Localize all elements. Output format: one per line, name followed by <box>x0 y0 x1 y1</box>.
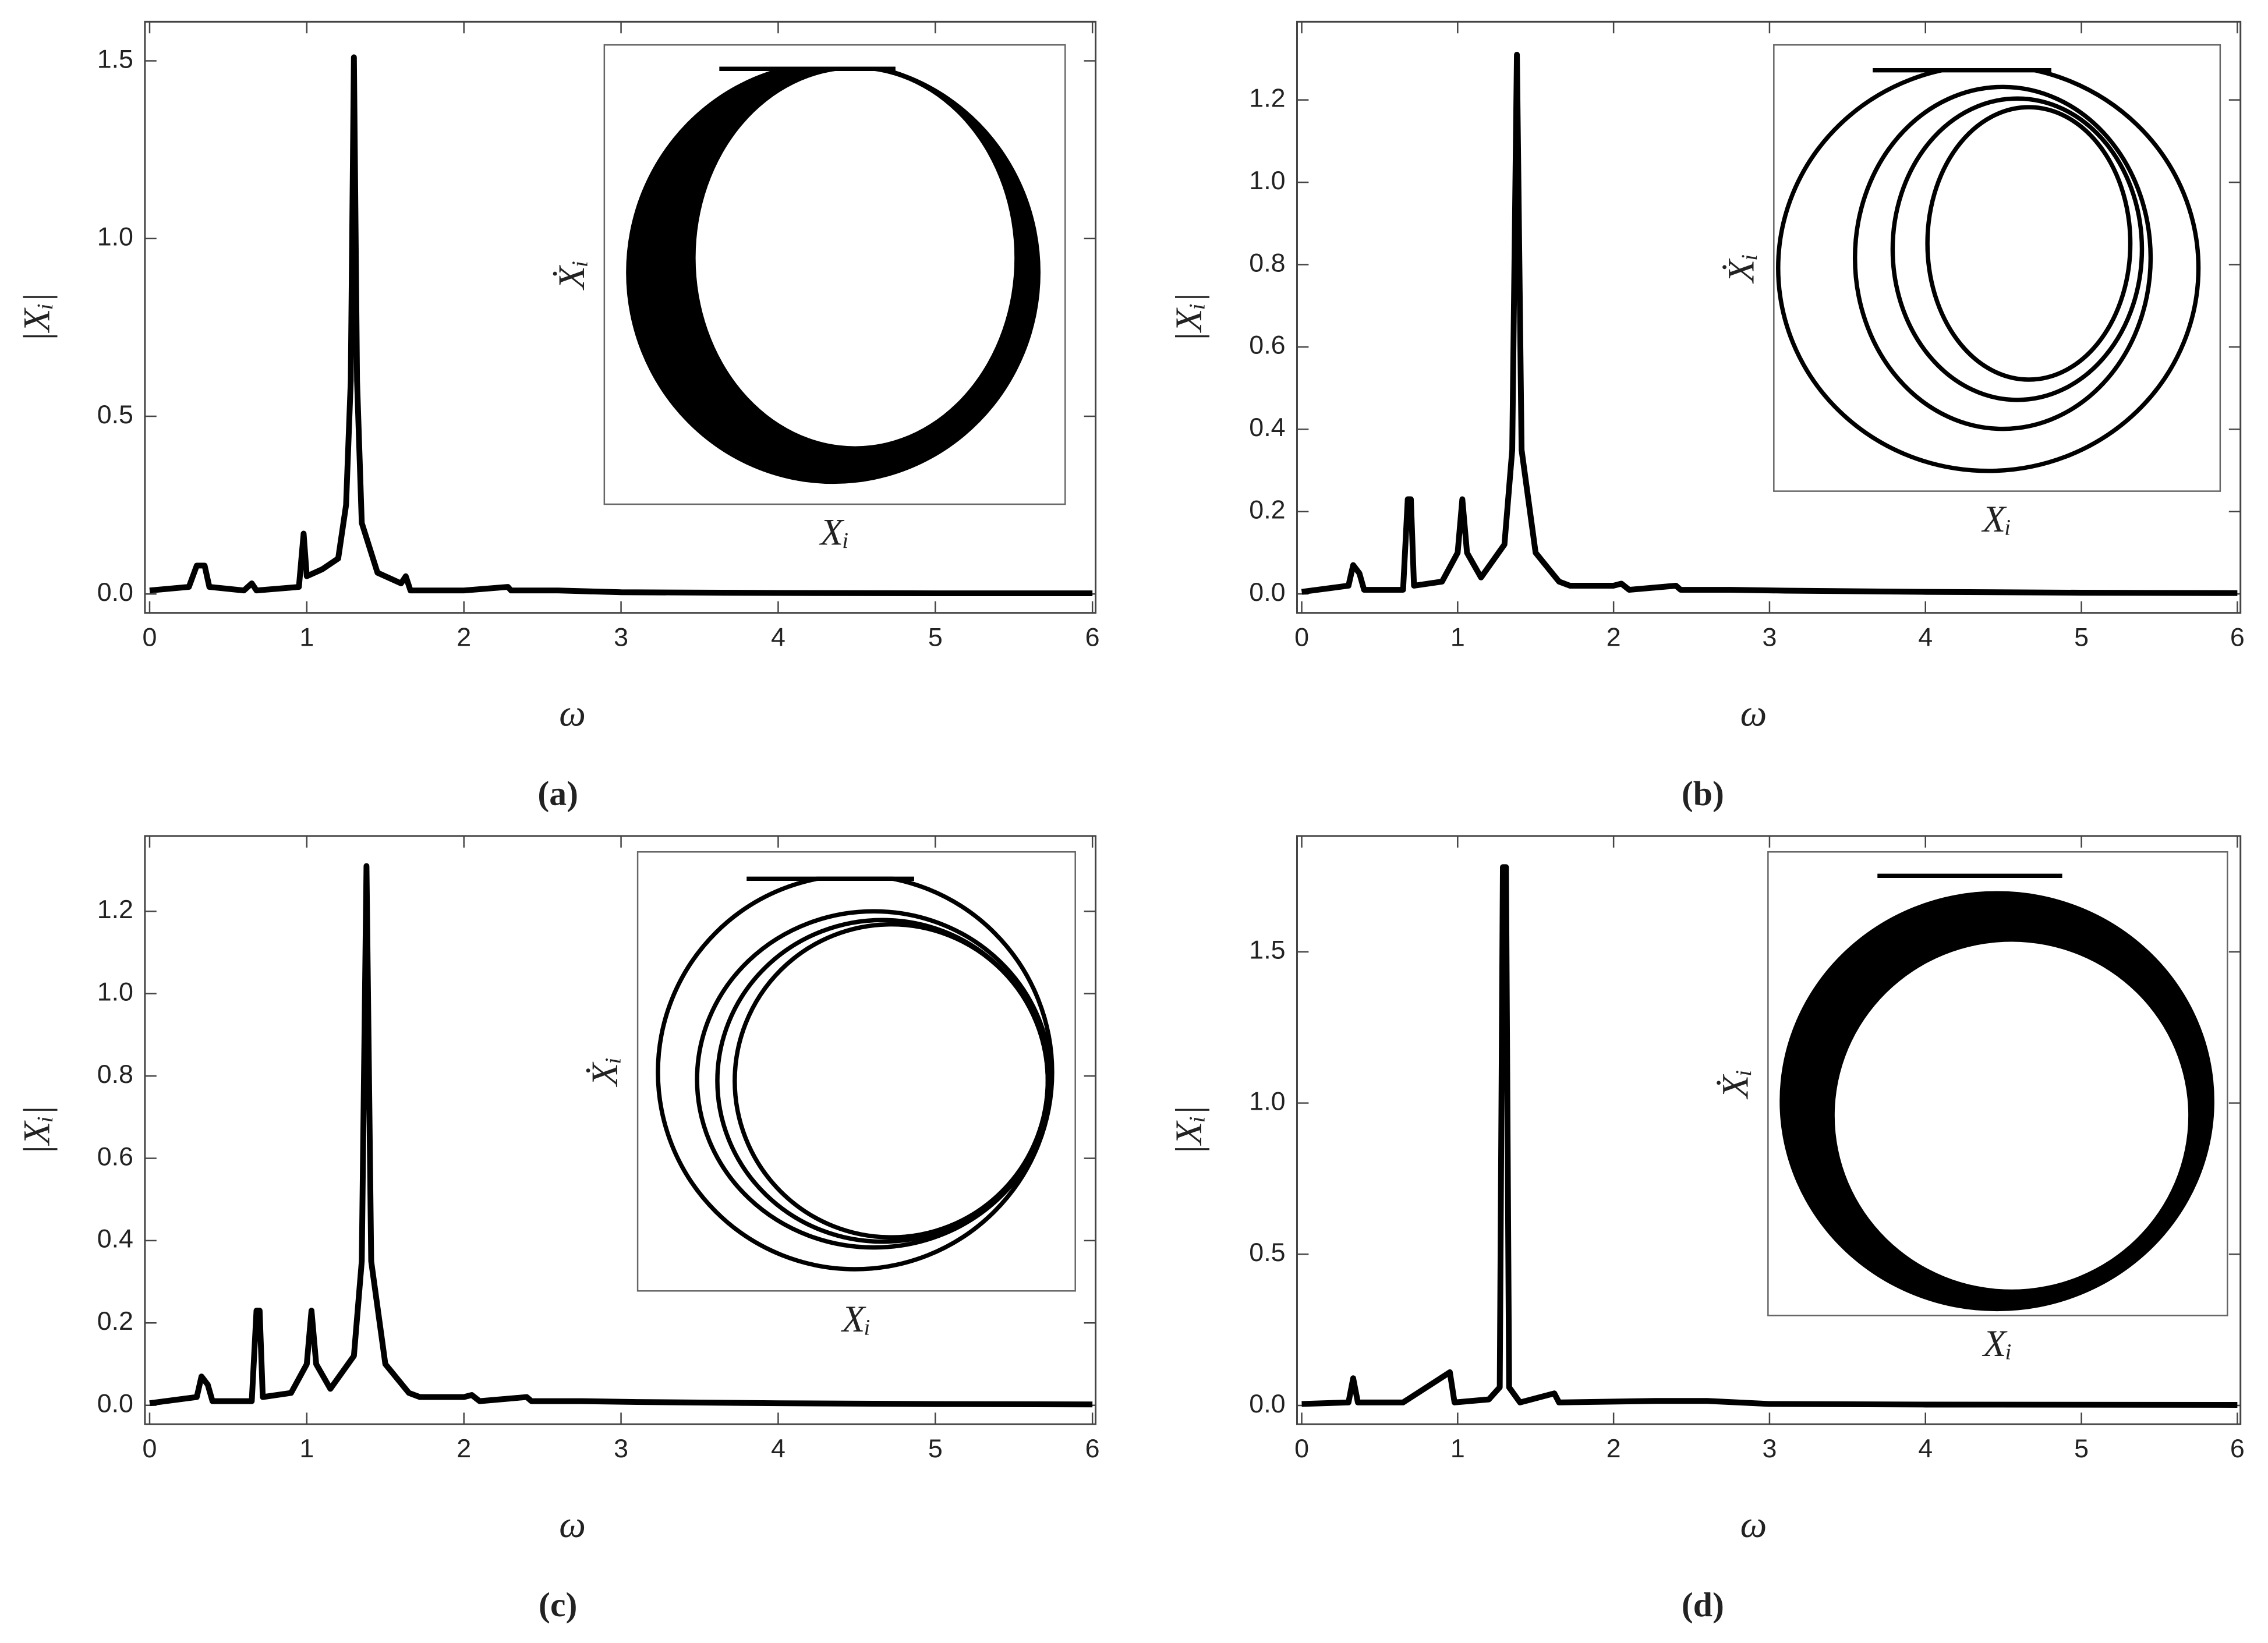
y-tick-label: 0.2 <box>97 1306 133 1336</box>
y-tick-label: 0.8 <box>97 1060 133 1089</box>
x-tick-label: 3 <box>1762 622 1777 651</box>
y-tick-label: 0.4 <box>1249 413 1285 442</box>
y-tick-label: 0.0 <box>97 1389 133 1418</box>
y-tick-label: 0.4 <box>97 1224 133 1254</box>
y-tick-label: 0.6 <box>97 1142 133 1171</box>
inset-y-label: Ẋᵢ <box>550 260 592 291</box>
phase-portrait <box>1776 68 2201 473</box>
inset-x-label: Xᵢ <box>1981 498 2012 540</box>
x-tick-label: 0 <box>1294 622 1309 651</box>
x-tick-label: 5 <box>2074 622 2089 651</box>
x-tick-label: 1 <box>1450 622 1465 651</box>
caption: (a) <box>537 774 578 812</box>
y-tick-label: 1.5 <box>97 44 133 73</box>
x-tick-label: 6 <box>1085 622 1100 651</box>
phase-ring <box>626 66 1041 484</box>
spectrum-line <box>149 54 1093 597</box>
phase-loop <box>1852 84 2153 431</box>
y-tick-label: 0.6 <box>1249 331 1285 360</box>
y-tick-label: 0.5 <box>97 400 133 429</box>
phase-loop <box>1925 105 2133 382</box>
plot-frame <box>1296 20 2242 614</box>
phase-portrait <box>626 66 1041 484</box>
x-tick-label: 0 <box>143 622 157 651</box>
x-tick-label: 3 <box>1762 1434 1777 1463</box>
y-tick-label: 1.2 <box>97 895 133 924</box>
plot-frame <box>144 20 1097 614</box>
spectrum-line <box>1301 864 2238 1408</box>
x-axis-label: ω <box>1740 1503 1767 1545</box>
y-tick-label: 1.0 <box>97 222 133 252</box>
phase-loop <box>733 922 1050 1240</box>
x-tick-label: 3 <box>614 622 628 651</box>
x-tick-label: 1 <box>299 1434 314 1463</box>
caption: (d) <box>1682 1585 1724 1624</box>
spectrum-line <box>149 863 1093 1408</box>
y-axis-label: |Xᵢ| <box>1167 292 1209 342</box>
y-tick-label: 1.2 <box>1249 83 1285 112</box>
inset-y-label: Ẋᵢ <box>1719 254 1761 285</box>
y-tick-label: 0.0 <box>1249 578 1285 607</box>
plot-frame <box>1296 835 2242 1425</box>
x-tick-label: 1 <box>1450 1434 1465 1463</box>
x-tick-label: 6 <box>1085 1434 1100 1463</box>
y-tick-label: 0.2 <box>1249 495 1285 525</box>
phase-portrait <box>656 876 1055 1272</box>
y-tick-label: 0.8 <box>1249 248 1285 277</box>
caption: (c) <box>539 1585 577 1624</box>
y-tick-label: 1.0 <box>1249 166 1285 195</box>
inset-x-label: Xᵢ <box>840 1298 871 1340</box>
x-axis-label: ω <box>1740 692 1767 734</box>
y-tick-label: 0.5 <box>1249 1238 1285 1267</box>
x-tick-label: 5 <box>2074 1434 2089 1463</box>
y-tick-label: 1.0 <box>97 978 133 1007</box>
x-tick-label: 2 <box>1607 622 1621 651</box>
x-tick-label: 5 <box>928 1434 943 1463</box>
caption: (b) <box>1682 774 1724 812</box>
inset-y-label: Ẋᵢ <box>583 1057 625 1088</box>
x-tick-label: 4 <box>771 1434 786 1463</box>
spectrum-line <box>1301 51 2238 596</box>
y-axis-label: |Xᵢ| <box>16 1105 58 1155</box>
x-tick-label: 4 <box>1918 1434 1933 1463</box>
x-axis-label: ω <box>559 692 586 734</box>
y-axis-label: |Xᵢ| <box>16 292 58 342</box>
x-tick-label: 4 <box>771 622 786 651</box>
x-tick-label: 3 <box>614 1434 628 1463</box>
phase-loop <box>1890 96 2145 402</box>
plot-frame <box>144 835 1097 1425</box>
x-tick-label: 2 <box>1607 1434 1621 1463</box>
y-tick-label: 1.5 <box>1249 936 1285 965</box>
inset-x-label: Xᵢ <box>819 511 850 553</box>
y-tick-label: 0.0 <box>97 578 133 607</box>
phase-loop <box>695 909 1053 1250</box>
x-tick-label: 4 <box>1918 622 1933 651</box>
x-tick-label: 6 <box>2230 622 2245 651</box>
x-axis-label: ω <box>559 1503 586 1545</box>
y-axis-label: |Xᵢ| <box>1167 1105 1209 1155</box>
x-tick-label: 6 <box>2230 1434 2245 1463</box>
x-tick-label: 0 <box>143 1434 157 1463</box>
inset-y-label: Ẋᵢ <box>1714 1070 1756 1100</box>
y-tick-label: 0.0 <box>1249 1389 1285 1418</box>
y-tick-label: 1.0 <box>1249 1086 1285 1116</box>
x-tick-label: 1 <box>299 622 314 651</box>
x-tick-label: 2 <box>457 1434 471 1463</box>
x-tick-label: 2 <box>457 622 471 651</box>
inset-frame <box>636 851 1076 1292</box>
x-tick-label: 5 <box>928 622 943 651</box>
inset-x-label: Xᵢ <box>1982 1322 2012 1364</box>
x-tick-label: 0 <box>1294 1434 1309 1463</box>
phase-loop <box>1776 68 2201 473</box>
